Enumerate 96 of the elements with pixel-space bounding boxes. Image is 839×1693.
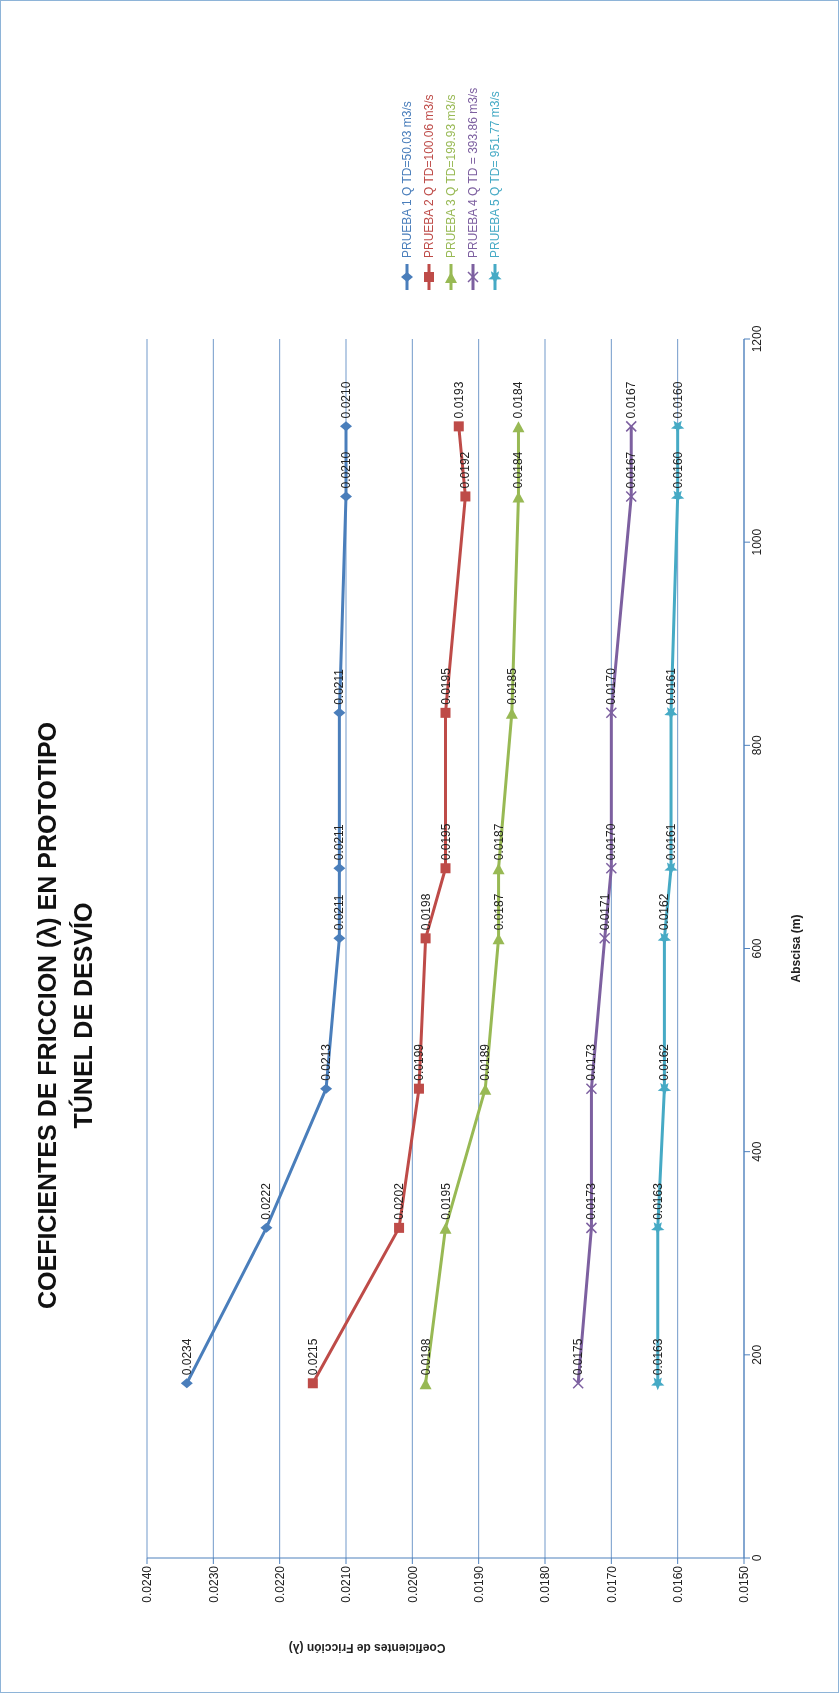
annotation: 0.0171 bbox=[597, 893, 612, 931]
y-tick-label: 600 bbox=[749, 938, 764, 959]
annotation: 0.0198 bbox=[418, 1338, 433, 1376]
point bbox=[420, 933, 431, 944]
x-tick-label: 0.0180 bbox=[538, 1565, 553, 1603]
point bbox=[598, 932, 611, 945]
annotation: 0.0184 bbox=[511, 451, 526, 489]
point bbox=[307, 1378, 318, 1389]
point bbox=[340, 491, 352, 502]
annotation: 0.0213 bbox=[319, 1043, 334, 1081]
point bbox=[413, 1083, 424, 1094]
point bbox=[453, 421, 464, 432]
text: TÚNEL DE DESVÍO bbox=[67, 901, 98, 1131]
annotation: 0.0187 bbox=[491, 893, 506, 931]
annotation: 0.0210 bbox=[339, 381, 353, 419]
x-tick-label: 0.0170 bbox=[604, 1565, 619, 1603]
annotation: 0.0198 bbox=[418, 893, 433, 931]
x-tick-label: 0.0150 bbox=[737, 1565, 752, 1603]
annotation: 0.0173 bbox=[584, 1182, 599, 1220]
y-axis-title: Abscisa (m) bbox=[789, 914, 803, 983]
annotation: 0.0167 bbox=[624, 381, 639, 419]
text: COEFICIENTES DE FRICCION (λ) EN PROTOTIPO bbox=[32, 720, 62, 1312]
point bbox=[625, 490, 637, 503]
annotation: 0.0222 bbox=[259, 1182, 274, 1220]
y-tick-label: 800 bbox=[749, 735, 764, 756]
point bbox=[651, 1377, 665, 1391]
text: PRUEBA 1 Q TD=50.03 m3/s bbox=[399, 101, 415, 258]
annotation: 0.0161 bbox=[664, 823, 679, 861]
annotation: 0.0211 bbox=[332, 824, 347, 861]
annotation: 0.0211 bbox=[332, 668, 347, 705]
annotation: 0.0211 bbox=[332, 894, 347, 931]
annotation: 0.0193 bbox=[451, 381, 466, 419]
annotation: 0.0195 bbox=[438, 823, 453, 861]
annotation: 0.0170 bbox=[604, 667, 619, 705]
x-tick-label: 0.0240 bbox=[140, 1565, 155, 1603]
point bbox=[333, 933, 346, 944]
y-tick-label: 0 bbox=[749, 1554, 764, 1562]
annotation: 0.0187 bbox=[491, 823, 506, 861]
annotation: 0.0184 bbox=[511, 381, 526, 419]
x-tick-label: 0.0160 bbox=[670, 1565, 685, 1603]
annotation: 0.0160 bbox=[670, 451, 685, 489]
text: PRUEBA 5 Q TD= 951.77 m3/s bbox=[487, 91, 503, 258]
x-tick-label: 0.0190 bbox=[471, 1565, 486, 1603]
text: PRUEBA 4 Q TD = 393.86 m3/s bbox=[465, 87, 481, 258]
annotation: 0.0175 bbox=[571, 1338, 586, 1376]
point bbox=[419, 1378, 432, 1390]
point bbox=[340, 421, 352, 432]
point bbox=[440, 863, 451, 874]
point bbox=[585, 1222, 598, 1234]
annotation: 0.0170 bbox=[604, 823, 619, 861]
annotation: 0.0162 bbox=[657, 1043, 672, 1081]
point bbox=[651, 1222, 665, 1235]
annotation: 0.0234 bbox=[179, 1338, 194, 1376]
annotation: 0.0195 bbox=[438, 1182, 453, 1220]
annotation: 0.0185 bbox=[504, 667, 519, 705]
point bbox=[605, 707, 618, 719]
point bbox=[572, 1377, 584, 1390]
text: PRUEBA 3 Q TD=199.93 m3/s bbox=[443, 94, 459, 258]
annotation: 0.0163 bbox=[650, 1182, 665, 1220]
annotation: 0.0161 bbox=[664, 667, 679, 705]
point bbox=[460, 491, 471, 502]
annotation: 0.0167 bbox=[624, 451, 639, 489]
annotation: 0.0192 bbox=[458, 451, 473, 489]
point bbox=[333, 863, 346, 874]
annotation: 0.0215 bbox=[305, 1338, 320, 1376]
y-tick-label: 1200 bbox=[749, 325, 764, 353]
text: PRUEBA 2 Q TD=100.06 m3/s bbox=[421, 94, 437, 258]
point bbox=[180, 1378, 193, 1389]
point bbox=[492, 863, 505, 875]
point bbox=[625, 420, 637, 433]
point bbox=[320, 1083, 333, 1094]
point bbox=[439, 1222, 452, 1234]
point bbox=[260, 1222, 273, 1233]
point bbox=[585, 1082, 598, 1095]
y-tick-label: 200 bbox=[749, 1344, 764, 1365]
point bbox=[512, 421, 525, 433]
annotation: 0.0163 bbox=[650, 1338, 665, 1376]
point bbox=[394, 1222, 405, 1233]
annotation: 0.0173 bbox=[584, 1043, 599, 1081]
point bbox=[657, 1083, 672, 1096]
x-axis-title: Coeficientes de Fricción (λ) bbox=[288, 1640, 446, 1655]
annotation: 0.0162 bbox=[657, 893, 672, 931]
y-tick-label: 1000 bbox=[749, 528, 764, 556]
annotation: 0.0195 bbox=[438, 667, 453, 705]
annotation: 0.0210 bbox=[339, 451, 353, 489]
y-tick-label: 400 bbox=[749, 1141, 764, 1162]
annotation: 0.0199 bbox=[411, 1043, 426, 1081]
point bbox=[440, 707, 451, 718]
x-tick-label: 0.0220 bbox=[272, 1565, 287, 1603]
annotation: 0.0202 bbox=[392, 1182, 407, 1220]
annotation: 0.0189 bbox=[478, 1043, 493, 1081]
annotation: 0.0160 bbox=[670, 381, 685, 419]
x-tick-label: 0.0200 bbox=[405, 1565, 420, 1603]
x-tick-label: 0.0210 bbox=[339, 1565, 354, 1603]
x-tick-label: 0.0230 bbox=[206, 1565, 221, 1603]
point bbox=[605, 862, 618, 874]
